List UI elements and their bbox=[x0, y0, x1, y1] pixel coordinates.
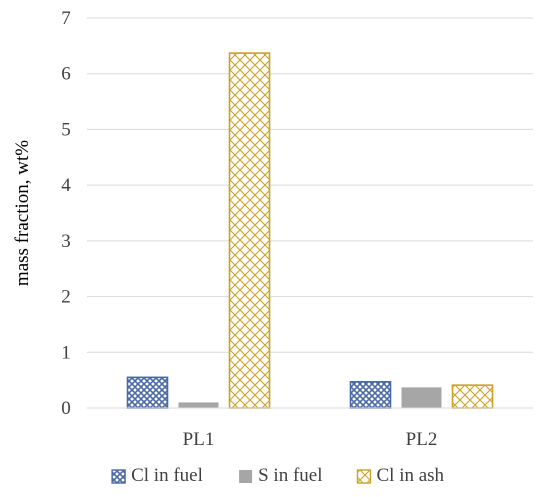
bar-s-in-fuel-pl1 bbox=[178, 402, 219, 408]
bar-cl-in-fuel-pl2 bbox=[349, 381, 392, 409]
y-tick-label: 1 bbox=[61, 342, 71, 363]
y-tick-label: 4 bbox=[61, 175, 71, 196]
bar-cl-in-fuel-pl1 bbox=[126, 376, 169, 409]
legend-label: Cl in fuel bbox=[131, 465, 203, 486]
legend-swatch-s-in-fuel bbox=[239, 470, 253, 483]
x-tick-label: PL2 bbox=[406, 429, 438, 450]
y-tick-label: 5 bbox=[61, 119, 71, 140]
y-tick-label: 0 bbox=[61, 398, 71, 419]
legend: Cl in fuel S in fuel Cl in ash bbox=[111, 465, 445, 486]
bar-cl-in-ash-pl2 bbox=[451, 384, 494, 409]
legend-swatch-cl-in-fuel bbox=[111, 469, 126, 484]
x-tick-label: PL1 bbox=[183, 429, 215, 450]
x-axis-labels: PL1 PL2 bbox=[183, 429, 438, 450]
bar-s-in-fuel-pl2 bbox=[401, 387, 442, 408]
legend-label: S in fuel bbox=[258, 465, 322, 486]
bars bbox=[126, 52, 494, 409]
legend-label: Cl in ash bbox=[377, 465, 445, 486]
y-tick-label: 3 bbox=[61, 231, 71, 252]
y-tick-label: 2 bbox=[61, 287, 71, 308]
y-axis-title: mass fraction, wt% bbox=[12, 140, 33, 286]
legend-swatch-cl-in-ash bbox=[356, 469, 372, 484]
y-tick-label: 7 bbox=[61, 8, 71, 29]
bar-cl-in-ash-pl1 bbox=[228, 52, 271, 409]
y-axis-ticks: 0 1 2 3 4 5 6 7 bbox=[61, 8, 71, 419]
grid-lines bbox=[87, 17, 533, 353]
y-tick-label: 6 bbox=[61, 64, 71, 85]
